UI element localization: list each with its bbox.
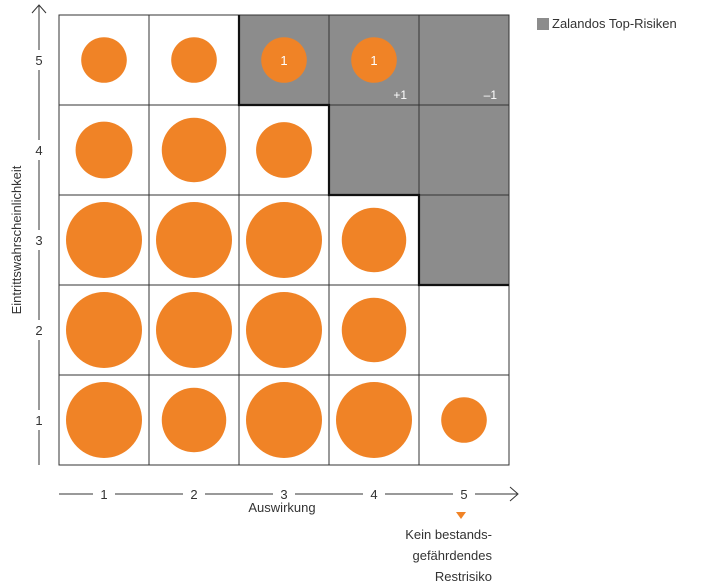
x-tick-bg (363, 486, 385, 502)
y-tick-label: 1 (35, 413, 42, 428)
x-tick-label: 3 (280, 487, 287, 502)
top-risk-border (237, 15, 509, 287)
cell-annotations: +1 –1 (393, 88, 497, 102)
risk-bubble (66, 202, 142, 278)
note-marker-triangle (456, 512, 466, 519)
legend-label: Zalandos Top-Risiken (552, 16, 677, 31)
matrix-cell (148, 14, 240, 106)
y-tick-bg (31, 140, 47, 160)
x-tick-label: 4 (370, 487, 377, 502)
x-tick-label: 5 (460, 487, 467, 502)
note-line: Restrisiko (434, 569, 492, 584)
risk-bubble (341, 207, 407, 273)
risk-bubble (351, 37, 397, 83)
bubble-label: 1 (280, 53, 287, 68)
legend-swatch (537, 17, 549, 30)
y-tick-label: 5 (35, 53, 42, 68)
risk-bubble (336, 382, 412, 458)
note-line: Kein bestands- (405, 527, 492, 542)
x-tick-label: 2 (190, 487, 197, 502)
risk-bubble (161, 117, 227, 183)
y-tick-bg (31, 410, 47, 430)
cell-annotation: +1 (393, 88, 407, 102)
legend: Zalandos Top-Risiken (537, 16, 677, 31)
risk-bubble (156, 202, 232, 278)
matrix-cell (418, 194, 510, 286)
risk-bubble (66, 382, 142, 458)
risk-bubble (156, 292, 232, 368)
x-axis-label: Auswirkung (248, 500, 315, 515)
risk-bubble (171, 37, 217, 83)
y-tick-label: 4 (35, 143, 42, 158)
matrix-cell (418, 14, 510, 106)
risk-bubble (246, 382, 322, 458)
x-tick-label: 1 (100, 487, 107, 502)
risk-bubble (261, 37, 307, 83)
risk-bubble (246, 202, 322, 278)
y-tick-bg (31, 230, 47, 250)
x-axis-arrow (509, 486, 519, 502)
y-axis-label: Eintrittswahrscheinlichkeit (9, 165, 24, 314)
tick-labels: 1 2 3 4 5 1 2 3 4 5 (31, 50, 475, 502)
cell-annotation: –1 (484, 88, 498, 102)
risk-bubble (256, 122, 312, 178)
risk-bubble (66, 292, 142, 368)
matrix-cell (418, 284, 510, 376)
y-tick-label: 3 (35, 233, 42, 248)
top-risk-boundary (237, 15, 509, 287)
y-tick-label: 2 (35, 323, 42, 338)
risk-bubble (81, 37, 127, 83)
x-tick-bg (453, 486, 475, 502)
y-tick-bg (31, 320, 47, 340)
x-tick-bg (93, 486, 115, 502)
residual-risk-note: Kein bestands- gefährdendes Restrisiko (360, 524, 492, 587)
x-tick-bg (273, 486, 295, 502)
y-tick-bg (31, 50, 47, 70)
bubble-label: 1 (370, 53, 377, 68)
risk-bubble (441, 397, 487, 443)
x-tick-bg (183, 486, 205, 502)
y-axis-arrow (31, 4, 47, 14)
matrix-cell (418, 104, 510, 196)
note-line: gefährdendes (412, 548, 492, 563)
risk-bubble (161, 387, 227, 453)
risk-bubble (341, 297, 407, 363)
matrix-cell (328, 104, 420, 196)
risk-bubble (75, 121, 133, 179)
risk-bubble (246, 292, 322, 368)
